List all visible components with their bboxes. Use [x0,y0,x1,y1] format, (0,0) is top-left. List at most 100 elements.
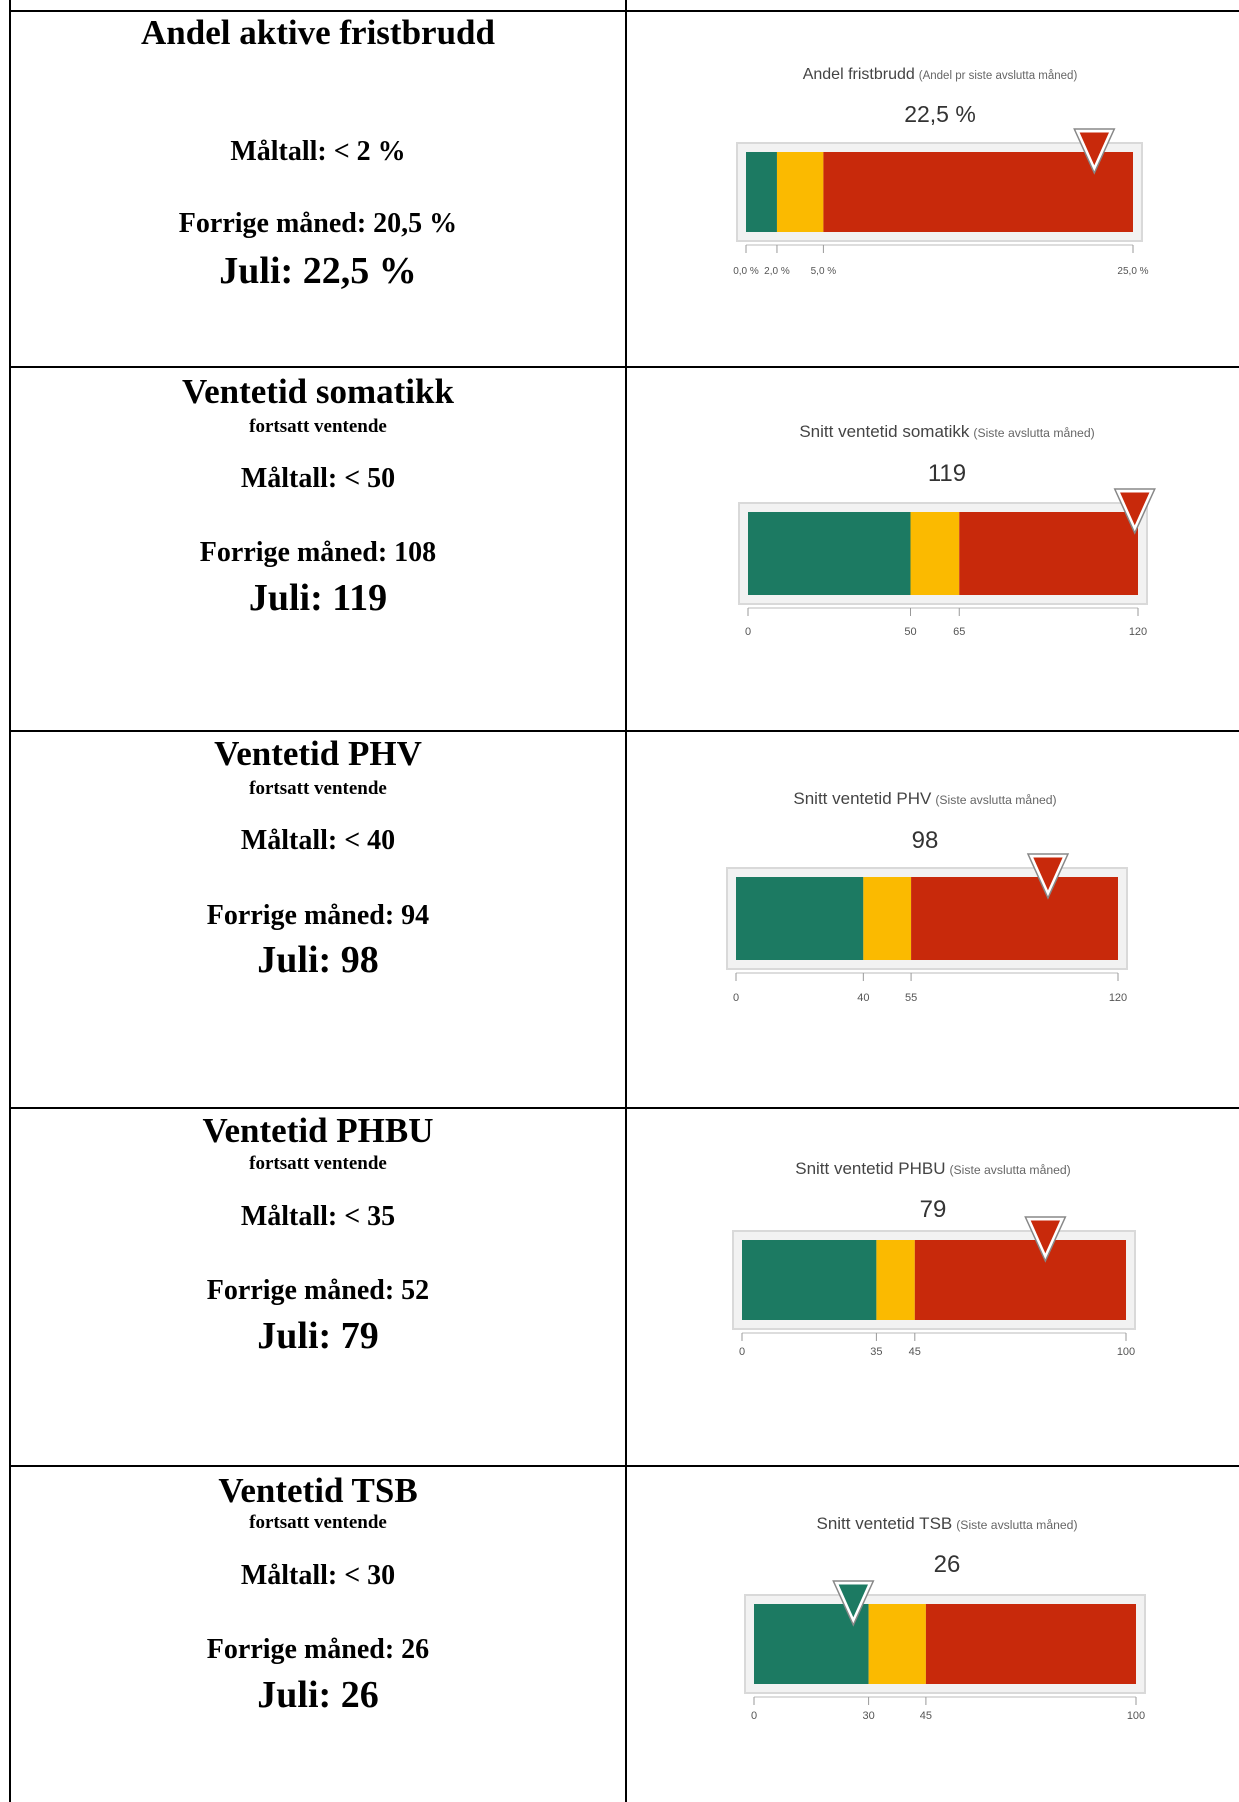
kpi-current-month: Juli: 98 [257,939,379,981]
gauge-title: Snitt ventetid PHV (Siste avslutta måned) [793,789,1056,808]
gauge-band-red [823,152,1133,232]
kpi-gauge-cell: Andel fristbrudd (Andel pr siste avslutta… [627,0,1239,367]
gauge-title-main: Snitt ventetid PHBU [795,1159,945,1178]
kpi-row-tsb: Ventetid TSB fortsatt ventende Måltall: … [0,1466,1239,1802]
kpi-title: Ventetid TSB [218,1471,418,1510]
gauge-band-red [914,1240,1126,1320]
gauge-value-label: 79 [920,1196,947,1223]
gauge-band-yellow [868,1604,926,1684]
gauge-tick-label: 0 [739,1346,745,1358]
gauge-tick-label: 0 [745,626,751,638]
gauge-chart: Snitt ventetid TSB (Siste avslutta måned)… [744,1514,1146,1722]
gauge-band-green [742,1240,877,1320]
gauge-value-label: 98 [912,827,939,854]
kpi-title: Ventetid somatikk [182,372,454,411]
gauge-tick-label: 40 [857,992,869,1004]
gauge-tick-label: 30 [862,1710,874,1722]
gauge-title: Snitt ventetid somatikk (Siste avslutta m… [799,422,1094,441]
gauge-value-marker [1026,1217,1065,1261]
gauge-value-label: 26 [934,1551,961,1578]
gauge-value-marker-outline [1024,1216,1067,1263]
gauge-value-marker-outline [1073,128,1116,175]
gauge-value-marker [834,1581,873,1625]
kpi-row-fristbrudd: Andel aktive fristbrudd Måltall: < 2 % F… [0,0,1239,367]
gauge-tick-label: 0 [751,1710,757,1722]
gauge-tick-label: 45 [909,1346,921,1358]
gauge-title-subtitle: (Siste avslutta måned) [973,426,1094,440]
kpi-summary-cell: Ventetid PHBU fortsatt ventende Måltall:… [9,1108,627,1466]
kpi-gauge-cell: Snitt ventetid PHV (Siste avslutta måned)… [627,731,1239,1108]
table-border-top [9,10,1239,12]
gauge-tick-label: 100 [1127,1710,1145,1722]
gauge-value-label: 119 [928,460,966,487]
gauge-band-yellow [776,152,824,232]
gauge-tick-label: 25,0 % [1117,266,1148,277]
kpi-previous-month: Forrige måned: 108 [199,537,437,568]
kpi-summary-cell: Ventetid PHV fortsatt ventende Måltall: … [9,731,627,1108]
kpi-previous-month: Forrige måned: 94 [206,900,430,931]
kpi-summary-cell: Ventetid somatikk fortsatt ventende Målt… [9,367,627,731]
gauge-band-green [748,512,911,595]
gauge-tick-label: 100 [1117,1346,1135,1358]
gauge-value-marker-outline [1113,488,1156,535]
gauge-title-main: Snitt ventetid TSB [816,1514,952,1533]
kpi-current-month: Juli: 26 [257,1674,379,1716]
gauge-band-green [746,152,777,232]
kpi-target: Måltall: < 35 [240,1201,396,1232]
kpi-title: Ventetid PHBU [202,1111,434,1150]
gauge-tick-label: 5,0 % [811,266,837,277]
kpi-target: Måltall: < 30 [240,1560,396,1591]
gauge-value-marker-outline [832,1580,875,1627]
kpi-current-month: Juli: 79 [257,1315,379,1357]
kpi-title: Ventetid PHV [214,734,422,773]
gauge-tick-label: 35 [870,1346,882,1358]
kpi-previous-month: Forrige måned: 52 [206,1275,430,1306]
gauge-tick-label: 45 [920,1710,932,1722]
gauge-band-green [736,877,864,960]
gauge-value-marker [1028,854,1068,898]
kpi-current-month: Juli: 119 [248,577,388,619]
gauge-band-yellow [876,1240,915,1320]
gauge-tick-label: 120 [1129,626,1147,638]
gauge-chart: Andel fristbrudd (Andel pr siste avslutta… [733,66,1148,277]
table-row-divider [9,1107,1239,1109]
kpi-subtitle: fortsatt ventende [249,778,387,799]
kpi-target: Måltall: < 50 [240,463,396,494]
gauge-title-subtitle: (Siste avslutta måned) [935,793,1056,807]
gauge-band-yellow [910,512,960,595]
gauge-band-red [925,1604,1136,1684]
kpi-row-phv: Ventetid PHV fortsatt ventende Måltall: … [0,731,1239,1108]
gauge-tick-label: 0,0 % [733,266,759,277]
kpi-summary-cell: Andel aktive fristbrudd Måltall: < 2 % F… [9,0,627,367]
gauge-tick-label: 50 [904,626,916,638]
kpi-target: Måltall: < 40 [240,825,396,856]
gauge-title-main: Snitt ventetid somatikk [799,422,970,441]
kpi-subtitle: fortsatt ventende [249,416,387,437]
gauge-title-subtitle: (Siste avslutta måned) [949,1163,1070,1177]
gauge-chart: Snitt ventetid PHV (Siste avslutta måned)… [726,789,1128,1004]
gauge-title: Snitt ventetid TSB (Siste avslutta måned) [816,1514,1077,1533]
kpi-target: Måltall: < 2 % [230,136,406,167]
gauge-value-label: 22,5 % [904,101,976,127]
gauge-band-red [959,512,1138,595]
kpi-gauge-cell: Snitt ventetid TSB (Siste avslutta måned)… [627,1466,1239,1802]
gauge-band-red [911,877,1118,960]
kpi-row-phbu: Ventetid PHBU fortsatt ventende Måltall:… [0,1108,1239,1466]
gauge-value-marker [1115,489,1155,533]
gauge-title: Snitt ventetid PHBU (Siste avslutta måned… [795,1159,1071,1178]
gauge-tick-label: 120 [1109,992,1127,1004]
gauge-title: Andel fristbrudd (Andel pr siste avslutta… [803,66,1078,83]
table-row-divider [9,730,1239,732]
kpi-previous-month: Forrige måned: 26 [206,1634,430,1665]
gauge-title-subtitle: (Andel pr siste avslutta måned) [919,70,1078,82]
table-row-divider [9,1465,1239,1467]
kpi-gauge-cell: Snitt ventetid PHBU (Siste avslutta måned… [627,1108,1239,1466]
kpi-previous-month: Forrige måned: 20,5 % [178,208,458,239]
gauge-title-main: Snitt ventetid PHV [793,789,932,808]
kpi-subtitle: fortsatt ventende [249,1512,387,1533]
table-row-divider [9,366,1239,368]
gauge-tick-label: 55 [905,992,917,1004]
kpi-current-month: Juli: 22,5 % [219,250,417,292]
kpi-row-somatikk: Ventetid somatikk fortsatt ventende Målt… [0,367,1239,731]
